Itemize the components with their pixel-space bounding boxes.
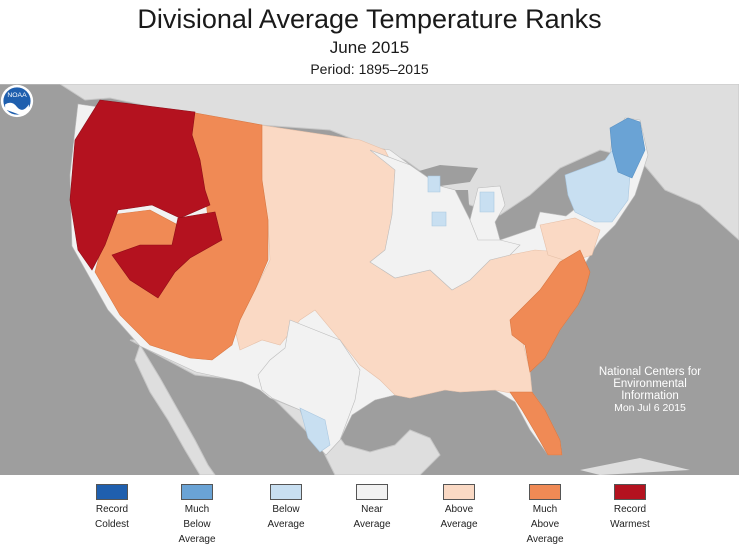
map-panel: NOAA <box>0 84 739 475</box>
legend-near: Near Average <box>322 484 422 535</box>
legend-swatch <box>443 484 475 500</box>
legend-label-line-2: Average <box>267 519 305 530</box>
legend-swatch <box>356 484 388 500</box>
lake-erie <box>495 222 535 240</box>
region-above-average-northeast <box>539 217 601 263</box>
legend-record-coldest: Record Coldest <box>62 484 162 535</box>
region-record-warmest-utah <box>111 211 223 299</box>
us-map <box>0 84 739 475</box>
legend-label-line-2: Above <box>530 519 560 530</box>
region-much-below-maine <box>609 117 646 179</box>
attribution-line-3: Information <box>621 390 679 402</box>
legend-label-line-2: Average <box>440 519 478 530</box>
legend-swatch <box>181 484 213 500</box>
legend-label-line-1: Below <box>272 504 300 515</box>
attribution-line-2: Environmental <box>613 378 687 390</box>
map-subtitle: June 2015 <box>329 38 410 57</box>
legend-much-above: Much Above Average <box>495 484 595 545</box>
legend-label-line-1: Record <box>613 504 647 515</box>
legend-label-line-2: Coldest <box>95 519 129 530</box>
legend-swatch <box>614 484 646 500</box>
legend: Record Coldest Much Below Average Below … <box>0 478 739 558</box>
legend-label-line-2: Below <box>183 519 211 530</box>
attribution-block: National Centers for Environmental Infor… <box>590 366 710 414</box>
region-below-average-wisconsin <box>427 175 441 193</box>
region-below-average-michigan <box>479 191 495 213</box>
legend-record-warmest: Record Warmest <box>580 484 680 535</box>
region-much-above-southeast <box>509 249 591 373</box>
legend-label-line-3: Average <box>526 534 564 545</box>
header: Divisional Average Temperature Ranks Jun… <box>0 0 739 84</box>
logo-text: NOAA <box>7 92 27 99</box>
region-record-warmest-northwest <box>69 99 211 271</box>
legend-above: Above Average <box>409 484 509 535</box>
legend-swatch <box>96 484 128 500</box>
legend-label-line-1: Much <box>184 504 210 515</box>
noaa-logo: NOAA <box>0 84 34 118</box>
legend-label-line-1: Much <box>532 504 558 515</box>
legend-label-line-2: Warmest <box>610 519 650 530</box>
period-label: Period: 1895–2015 <box>310 61 429 77</box>
legend-swatch <box>529 484 561 500</box>
legend-label-line-3: Average <box>178 534 216 545</box>
cuba-land <box>580 458 690 475</box>
legend-label-line-1: Record <box>95 504 129 515</box>
logo-bird-shape <box>5 102 29 115</box>
attribution-date: Mon Jul 6 2015 <box>614 402 686 414</box>
map-title: Divisional Average Temperature Ranks <box>137 4 602 34</box>
legend-much-below: Much Below Average <box>147 484 247 545</box>
region-below-average-illinois <box>431 211 447 227</box>
region-much-above-florida <box>509 391 563 456</box>
region-below-average-texas <box>299 407 331 453</box>
legend-label-line-2: Average <box>353 519 391 530</box>
legend-swatch <box>270 484 302 500</box>
attribution-line-1: National Centers for <box>598 366 702 378</box>
baja-land <box>134 343 216 475</box>
legend-below: Below Average <box>236 484 336 535</box>
legend-label-line-1: Above <box>444 504 474 515</box>
legend-label-line-1: Near <box>361 504 383 515</box>
canada-land <box>0 84 739 241</box>
